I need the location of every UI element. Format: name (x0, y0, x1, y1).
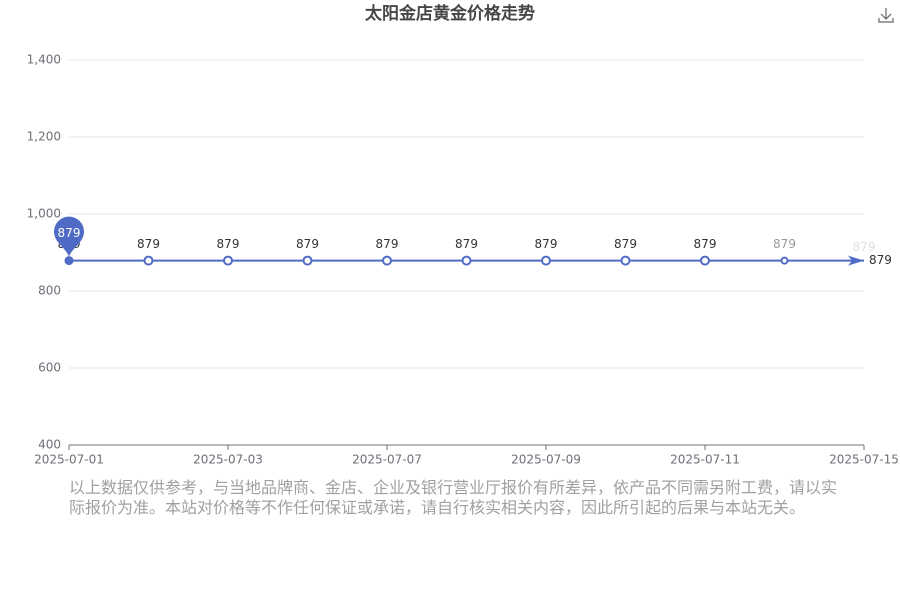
x-tick-label: 2025-07-09 (511, 453, 581, 467)
x-tick-label: 2025-07-11 (670, 453, 740, 467)
point (143, 255, 154, 266)
point (620, 255, 631, 266)
y-tick-label: 600 (38, 361, 61, 375)
point (302, 255, 313, 266)
y-tick-label: 1,200 (27, 130, 61, 144)
y-tick-label: 800 (38, 284, 61, 298)
line-arrow (848, 255, 864, 266)
point (700, 255, 710, 266)
x-tick-label: 2025-07-15 (829, 453, 899, 467)
data-label: 879 (694, 237, 717, 251)
data-label: 879 (217, 237, 240, 251)
point (541, 255, 551, 266)
x-tick-label: 2025-07-07 (352, 453, 422, 467)
chart-title: 太阳金店黄金价格走势 (365, 3, 535, 24)
data-label: 879 (296, 237, 319, 251)
max-pin-label: 879 (58, 226, 81, 240)
point (382, 255, 392, 266)
data-label: 879 (853, 240, 876, 254)
data-label: 879 (614, 237, 637, 251)
y-tick-label: 1,000 (27, 207, 61, 221)
y-tick-label: 1,400 (27, 53, 61, 67)
disclaimer: 以上数据仅供参考，与当地品牌商、金店、企业及银行营业厅报价有所差异，依产品不同需… (69, 478, 838, 517)
x-tick-label: 2025-07-03 (193, 453, 263, 467)
end-label: 879 (869, 253, 892, 267)
x-tick-label: 2025-07-01 (34, 453, 104, 467)
data-label: 879 (137, 237, 160, 251)
max-pin (54, 216, 85, 257)
data-label: 879 (773, 237, 796, 251)
data-label: 879 (535, 237, 558, 251)
point (64, 256, 74, 266)
point (223, 255, 233, 266)
download-icon[interactable] (878, 8, 894, 23)
data-label: 879 (455, 237, 478, 251)
point (780, 256, 789, 265)
point (461, 255, 472, 266)
data-label: 879 (376, 237, 399, 251)
y-tick-label: 400 (38, 438, 61, 452)
